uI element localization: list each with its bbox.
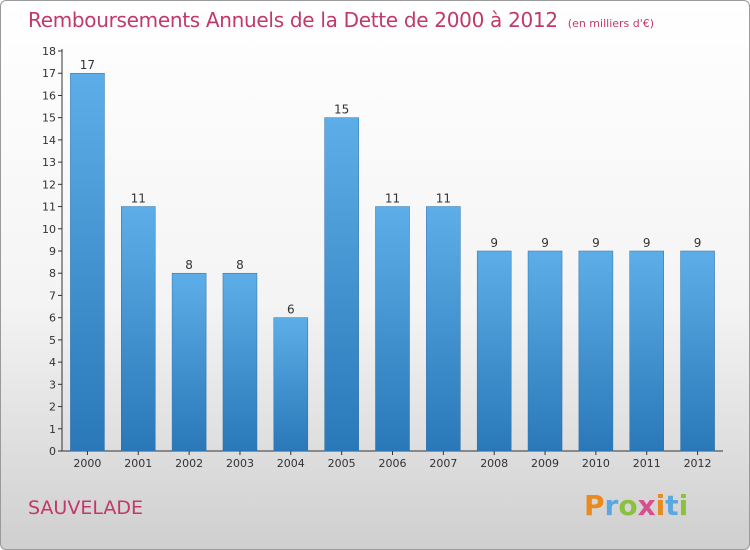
- bar: [527, 250, 563, 452]
- x-tick-label: 2005: [328, 457, 356, 470]
- bar: [629, 250, 664, 452]
- brand-letter: o: [618, 489, 638, 522]
- bar: [578, 250, 614, 452]
- bar-value-label: 8: [236, 258, 244, 272]
- x-tick-label: 2006: [379, 457, 407, 470]
- x-tick-label: 2003: [226, 457, 254, 470]
- x-tick-label: 2011: [633, 457, 661, 470]
- bar-value-label: 9: [592, 236, 600, 250]
- bar: [171, 272, 207, 452]
- y-tick-label: 0: [49, 445, 56, 458]
- y-tick-label: 5: [49, 334, 56, 347]
- y-tick-label: 18: [42, 45, 56, 58]
- x-tick-label: 2012: [684, 457, 712, 470]
- brand-letter: t: [665, 489, 679, 522]
- bar: [273, 317, 309, 452]
- bar-value-label: 15: [334, 103, 349, 117]
- x-tick-label: 2004: [277, 457, 305, 470]
- bar-value-label: 8: [185, 258, 193, 272]
- y-tick-label: 6: [49, 312, 56, 325]
- brand-letter: P: [584, 489, 605, 522]
- y-tick-label: 9: [49, 245, 56, 258]
- x-tick-label: 2000: [73, 457, 101, 470]
- bar: [375, 206, 410, 452]
- x-tick-label: 2009: [531, 457, 559, 470]
- bar-value-label: 11: [385, 192, 400, 206]
- chart-title: Remboursements Annuels de la Dette de 20…: [28, 8, 654, 32]
- x-tick-label: 2002: [175, 457, 203, 470]
- brand-letter: i: [678, 489, 689, 522]
- chart-unit-note: (en milliers d'€): [567, 17, 655, 30]
- bar-value-label: 17: [80, 58, 95, 72]
- y-tick-label: 15: [42, 112, 56, 125]
- commune-name: SAUVELADE: [28, 497, 143, 519]
- bar-value-label: 9: [694, 236, 702, 250]
- y-tick-label: 3: [49, 378, 56, 391]
- y-tick-label: 17: [42, 67, 56, 80]
- y-tick-label: 1: [49, 423, 56, 436]
- y-tick-label: 16: [42, 89, 56, 102]
- x-tick-label: 2010: [582, 457, 610, 470]
- y-tick-label: 13: [42, 156, 56, 169]
- bar: [680, 250, 715, 452]
- bar: [476, 250, 512, 452]
- bar: [426, 206, 461, 452]
- brand-letter: x: [637, 489, 656, 522]
- x-tick-label: 2001: [124, 457, 152, 470]
- brand-letter: i: [655, 489, 666, 522]
- bar-value-label: 11: [436, 192, 451, 206]
- proxiti-logo: Proxiti: [584, 489, 688, 522]
- bar: [70, 72, 105, 452]
- bar-value-label: 9: [541, 236, 549, 250]
- y-tick-label: 10: [42, 223, 56, 236]
- y-tick-label: 12: [42, 178, 56, 191]
- bars: 17 11 8 8 6 15 11 11 9 9 9 9 9: [70, 58, 715, 452]
- bar: [222, 272, 258, 452]
- y-tick-label: 11: [42, 201, 56, 214]
- y-tick-label: 7: [49, 289, 56, 302]
- chart-title-text: Remboursements Annuels de la Dette de 20…: [28, 8, 558, 32]
- y-tick-label: 14: [42, 134, 56, 147]
- bar-value-label: 9: [490, 236, 498, 250]
- y-tick-label: 2: [49, 401, 56, 414]
- bar: [121, 206, 156, 452]
- x-tick-label: 2007: [429, 457, 457, 470]
- brand-letter: r: [604, 489, 619, 522]
- bar-value-label: 11: [131, 192, 146, 206]
- y-tick-label: 4: [49, 356, 56, 369]
- bar-value-label: 6: [287, 303, 295, 317]
- x-tick-label: 2008: [480, 457, 508, 470]
- y-tick-label: 8: [49, 267, 56, 280]
- bar: [324, 117, 359, 452]
- bar-value-label: 9: [643, 236, 651, 250]
